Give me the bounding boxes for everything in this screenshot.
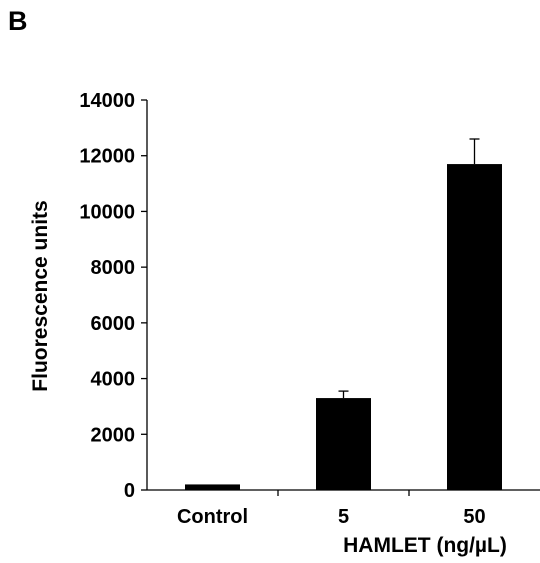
y-axis-title: Fluorescence units: [29, 200, 52, 391]
panel-label: B: [8, 6, 28, 36]
y-tick-label: 12000: [79, 146, 135, 168]
x-axis-title: HAMLET (ng/µL): [343, 534, 507, 557]
y-tick-label: 6000: [91, 313, 136, 335]
y-tick-label: 10000: [79, 201, 135, 223]
y-tick-label: 14000: [79, 90, 135, 112]
y-axis: 0 2000 4000 6000 8000 10000 12000 14000: [79, 90, 148, 502]
y-tick-label: 2000: [91, 424, 136, 446]
bar-5: [316, 398, 371, 490]
bar-50: [447, 164, 502, 491]
bars: Control 5 50: [177, 138, 502, 528]
x-tick-label: 5: [338, 506, 349, 528]
y-tick-label: 0: [124, 480, 135, 502]
x-axis: [147, 489, 540, 496]
x-tick-label: 50: [463, 506, 485, 528]
y-tick-label: 8000: [91, 257, 136, 279]
bar-control: [185, 484, 240, 490]
y-tick-label: 4000: [91, 369, 136, 391]
x-tick-label: Control: [177, 506, 248, 528]
